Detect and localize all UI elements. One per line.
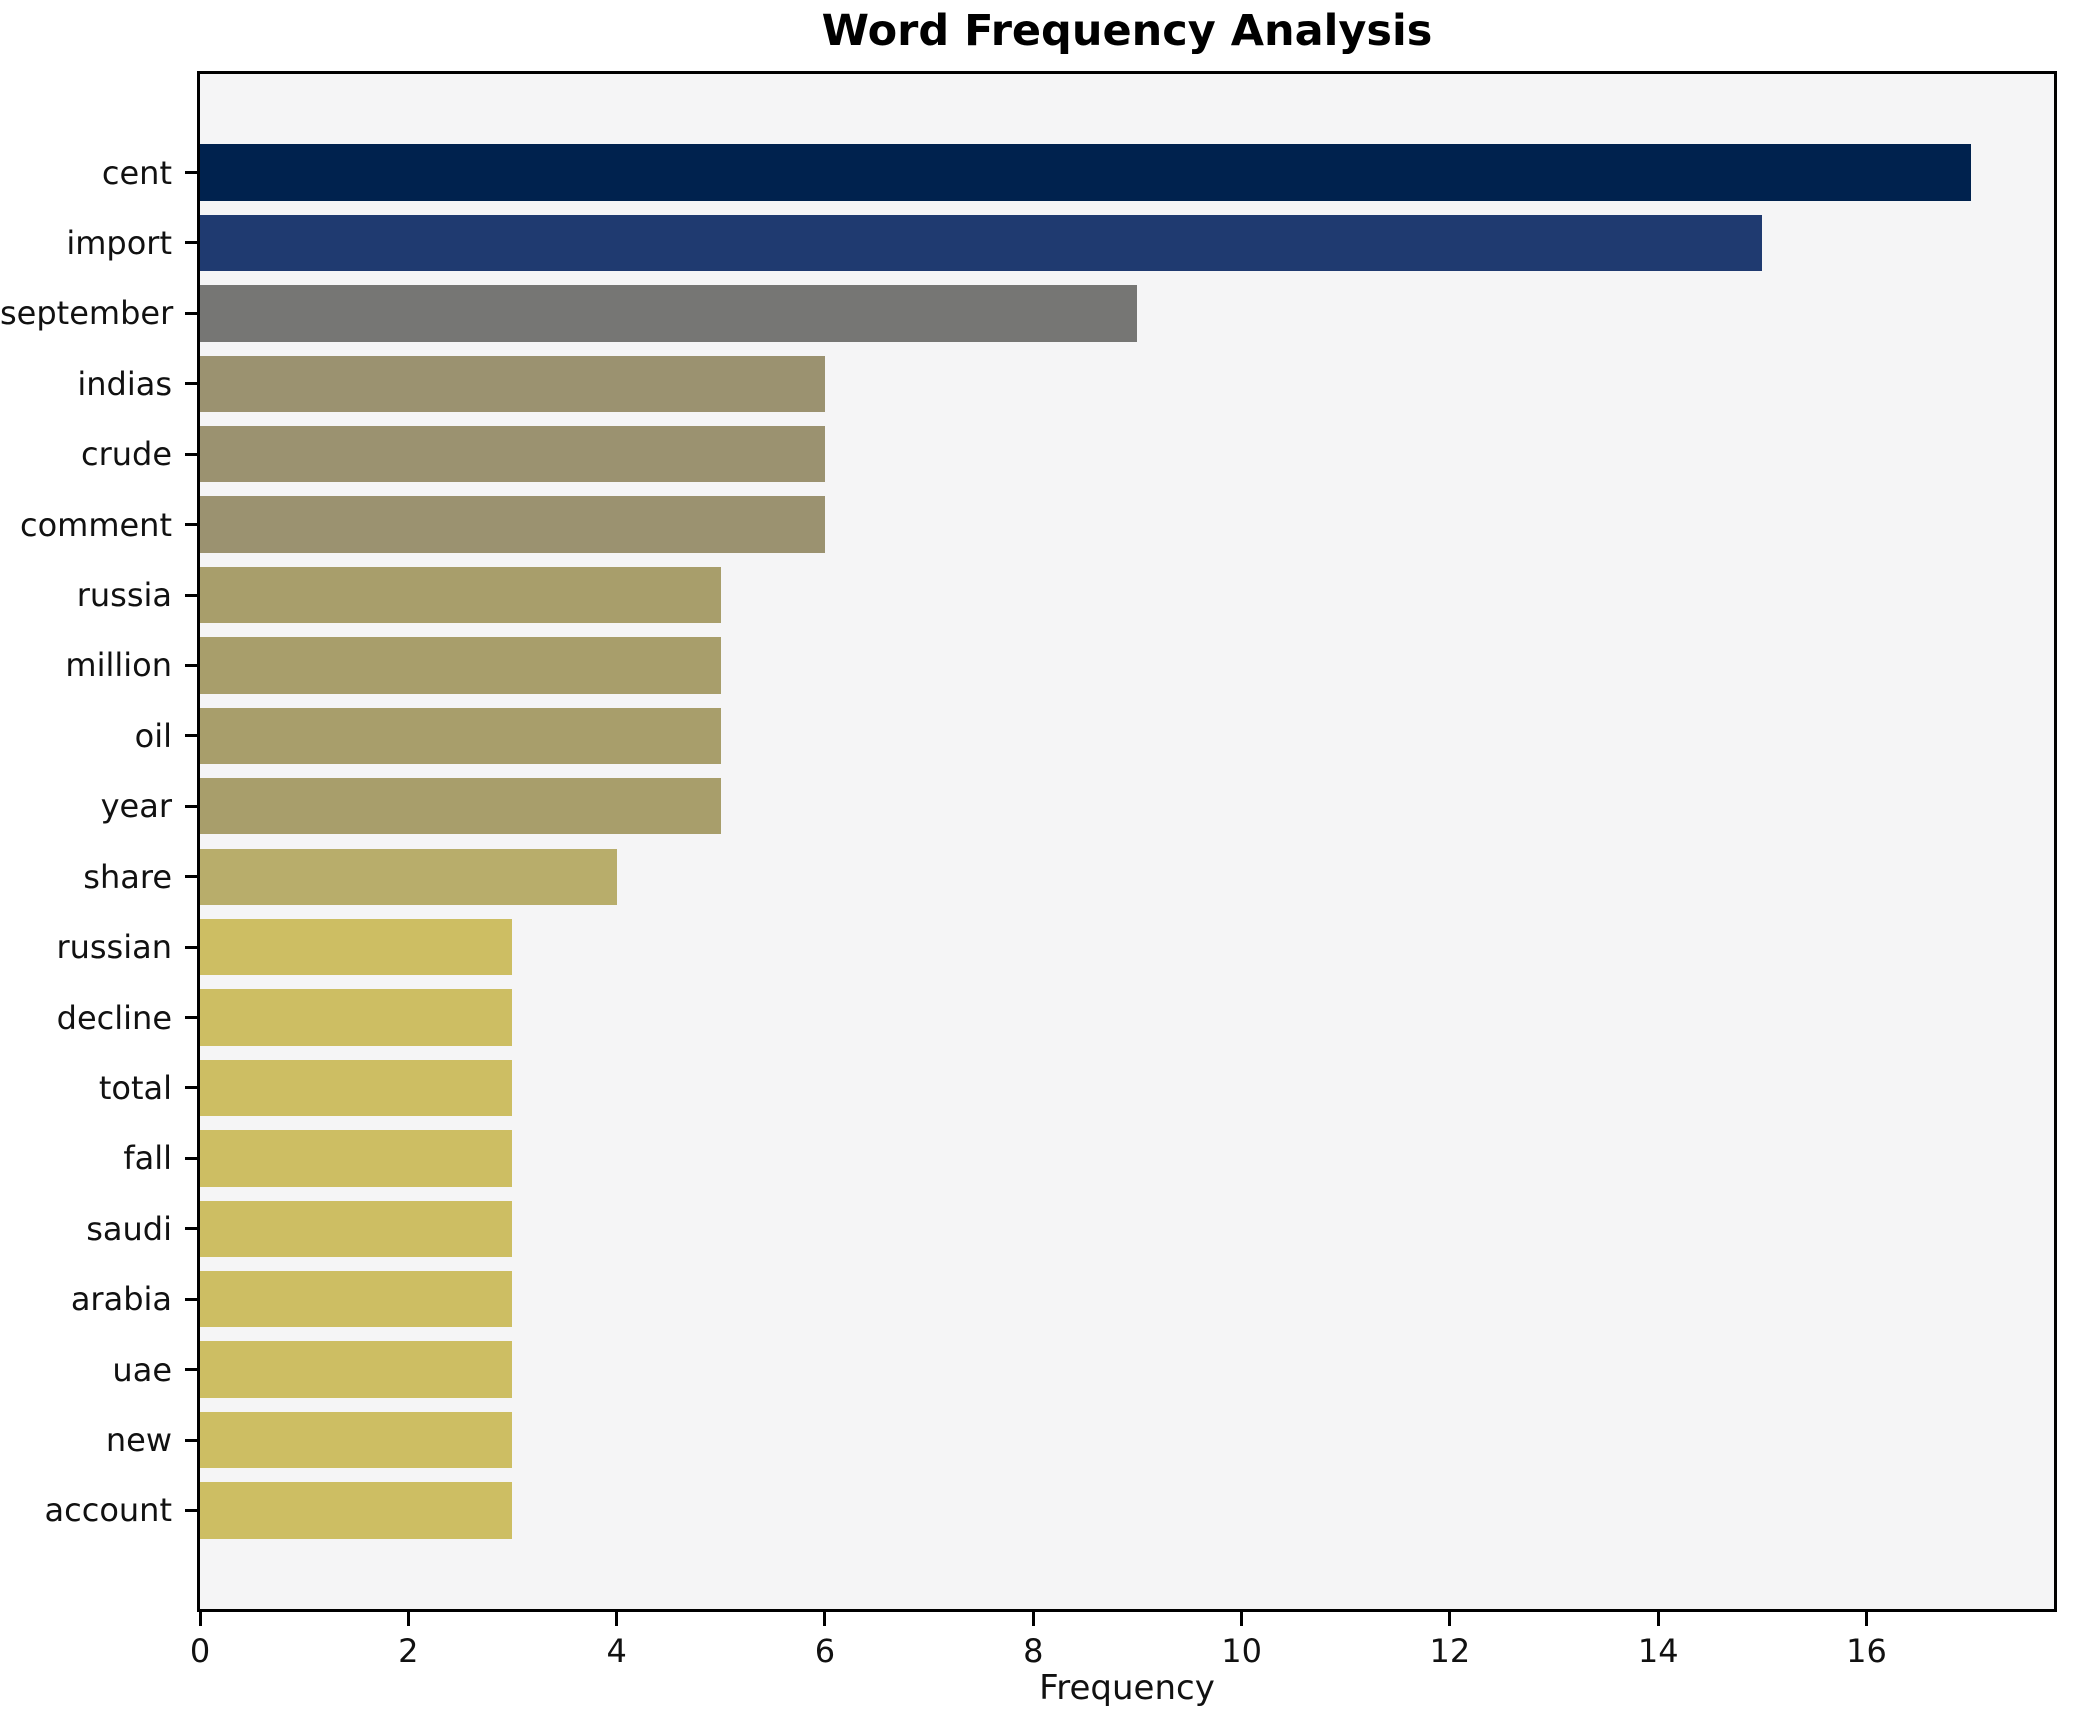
- y-tick-label-fall: fall: [123, 1139, 172, 1178]
- bar-million: [200, 637, 721, 694]
- y-tick-mark: [185, 523, 197, 527]
- bar-uae: [200, 1341, 513, 1398]
- plot-area: [197, 71, 2057, 1612]
- bar-decline: [200, 989, 513, 1046]
- y-tick-mark: [185, 1508, 197, 1512]
- bar-total: [200, 1059, 513, 1117]
- y-tick-mark: [185, 1227, 197, 1231]
- x-tick-label-12: 12: [1429, 1632, 1471, 1670]
- x-tick-label-2: 2: [398, 1632, 419, 1670]
- x-tick-mark: [1656, 1612, 1660, 1626]
- y-tick-label-russian: russian: [56, 928, 172, 967]
- bar-import: [200, 214, 1763, 272]
- y-tick-mark: [185, 945, 197, 949]
- y-tick-mark: [185, 311, 197, 315]
- x-tick-mark: [1865, 1612, 1869, 1626]
- y-tick-label-million: million: [65, 646, 172, 685]
- x-tick-label-10: 10: [1221, 1632, 1262, 1670]
- y-tick-label-year: year: [100, 787, 172, 826]
- y-tick-mark: [185, 1368, 197, 1372]
- bar-crude: [200, 426, 825, 483]
- x-tick-mark: [823, 1612, 827, 1626]
- x-axis-label: Frequency: [1039, 1668, 1215, 1708]
- y-tick-mark: [185, 1438, 197, 1442]
- bar-cent: [200, 144, 1971, 201]
- y-tick-label-uae: uae: [112, 1350, 172, 1389]
- bar-oil: [200, 707, 721, 765]
- bar-new: [200, 1411, 513, 1469]
- y-tick-mark: [185, 1086, 197, 1090]
- x-tick-label-14: 14: [1637, 1632, 1679, 1670]
- x-tick-label-8: 8: [1023, 1632, 1044, 1670]
- y-tick-label-comment: comment: [19, 505, 172, 544]
- y-tick-mark: [185, 1156, 197, 1160]
- x-tick-mark: [406, 1612, 410, 1626]
- bar-indias: [200, 355, 825, 412]
- x-tick-label-6: 6: [814, 1632, 836, 1670]
- y-tick-mark: [185, 241, 197, 245]
- y-tick-label-arabia: arabia: [70, 1280, 172, 1319]
- y-tick-mark: [185, 804, 197, 808]
- x-tick-mark: [1240, 1612, 1244, 1626]
- y-tick-label-new: new: [105, 1421, 172, 1459]
- y-tick-label-share: share: [83, 857, 172, 896]
- bar-september: [200, 285, 1138, 342]
- bar-year: [200, 778, 721, 835]
- y-tick-mark: [185, 734, 197, 738]
- bar-share: [200, 848, 617, 905]
- y-tick-mark: [185, 452, 197, 456]
- y-tick-mark: [185, 382, 197, 386]
- y-tick-label-september: september: [0, 294, 174, 333]
- x-tick-mark: [1031, 1612, 1035, 1626]
- bar-account: [200, 1482, 513, 1539]
- x-tick-label-4: 4: [606, 1632, 627, 1670]
- y-tick-mark: [185, 875, 197, 879]
- x-tick-label-0: 0: [189, 1632, 211, 1670]
- y-tick-mark: [185, 1016, 197, 1020]
- x-tick-label-16: 16: [1846, 1632, 1887, 1670]
- y-tick-label-decline: decline: [56, 998, 172, 1037]
- y-tick-label-crude: crude: [80, 435, 172, 474]
- x-tick-mark: [615, 1612, 619, 1626]
- x-tick-mark: [198, 1612, 202, 1626]
- bar-fall: [200, 1130, 513, 1187]
- y-tick-mark: [185, 663, 197, 667]
- bar-russia: [200, 566, 721, 624]
- y-tick-mark: [185, 1297, 197, 1301]
- y-tick-label-russia: russia: [76, 576, 172, 615]
- chart-title: Word Frequency Analysis: [821, 6, 1433, 56]
- bar-arabia: [200, 1271, 513, 1328]
- y-tick-label-account: account: [44, 1491, 172, 1530]
- y-tick-label-import: import: [66, 223, 172, 262]
- y-tick-label-saudi: saudi: [86, 1209, 172, 1248]
- bar-russian: [200, 918, 513, 976]
- y-tick-label-oil: oil: [134, 716, 172, 755]
- bar-comment: [200, 496, 825, 553]
- x-tick-mark: [1448, 1612, 1452, 1626]
- bar-saudi: [200, 1200, 513, 1257]
- y-tick-mark: [185, 593, 197, 597]
- y-tick-label-total: total: [98, 1068, 172, 1107]
- y-tick-label-indias: indias: [77, 364, 172, 403]
- y-tick-mark: [185, 171, 197, 175]
- y-tick-label-cent: cent: [101, 153, 172, 192]
